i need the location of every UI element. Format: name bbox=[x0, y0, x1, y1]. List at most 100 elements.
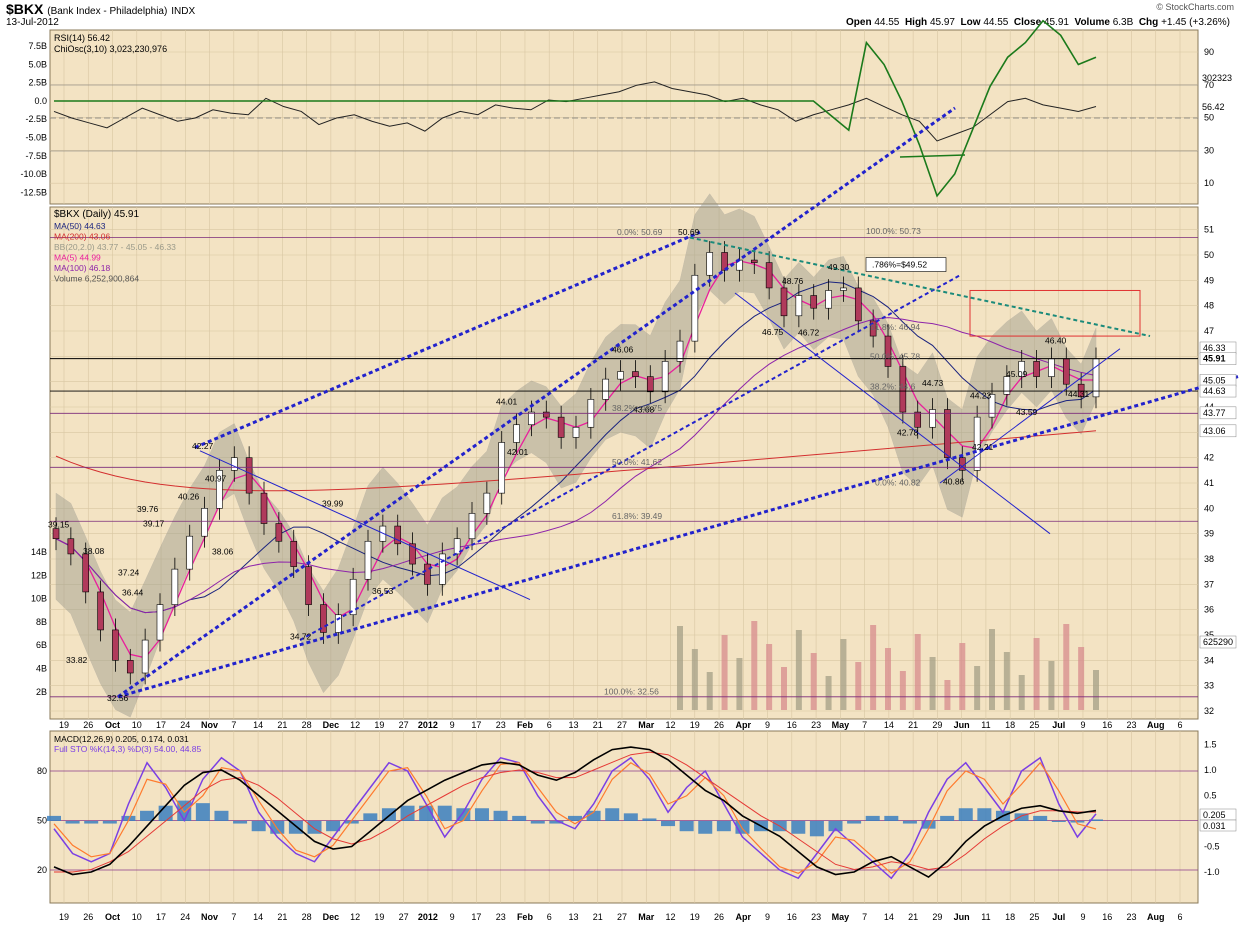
bottom-x-tick-label: 7 bbox=[862, 912, 867, 922]
macd-histogram-bar bbox=[102, 821, 117, 824]
right-value-badge bbox=[1199, 635, 1237, 649]
macd-histogram-bar bbox=[214, 810, 229, 821]
price-x-tick-label: 17 bbox=[156, 720, 166, 730]
price-annotation-label: 50.69 bbox=[678, 227, 700, 237]
bottom-x-tick-label: 19 bbox=[690, 912, 700, 922]
rsi-legend: RSI(14) 56.42 bbox=[54, 33, 110, 43]
right-value-badge bbox=[1199, 424, 1237, 438]
macd-histogram-bar bbox=[326, 821, 341, 832]
macd-histogram-bar bbox=[363, 813, 378, 821]
top-left-tick-label: 5.0B bbox=[28, 59, 47, 69]
candle-body bbox=[1033, 361, 1040, 377]
candle-body bbox=[52, 528, 60, 540]
candle-body bbox=[171, 568, 179, 605]
volume-bar bbox=[929, 657, 936, 710]
candle-body bbox=[854, 287, 862, 322]
volume-bar bbox=[914, 634, 921, 710]
bottom-x-tick-label: 24 bbox=[180, 912, 190, 922]
price-right-tick-label: 49 bbox=[1204, 275, 1214, 285]
candle-body bbox=[691, 274, 699, 342]
candle-body bbox=[230, 457, 238, 471]
price-annotation-label: 42.01 bbox=[507, 447, 529, 457]
candle-body bbox=[67, 538, 75, 555]
price-annotation-label: 34.72 bbox=[290, 632, 312, 642]
candle-body bbox=[632, 371, 639, 377]
volume-bar bbox=[1063, 624, 1070, 710]
volume-bar bbox=[706, 672, 713, 710]
price-x-tick-label: 10 bbox=[132, 720, 142, 730]
price-x-tick-label: 2012 bbox=[418, 720, 438, 730]
chiosc-support-line bbox=[899, 154, 966, 158]
fib-label: 50.0%: 45.78 bbox=[870, 352, 920, 362]
macd-histogram-bar bbox=[474, 808, 489, 821]
bottom-x-tick-label: Oct bbox=[105, 912, 120, 922]
price-x-tick-label: 24 bbox=[180, 720, 190, 730]
price-x-tick-label: 19 bbox=[374, 720, 384, 730]
price-annotation-label: 45.09 bbox=[1006, 369, 1028, 379]
price-x-tick-label: 28 bbox=[302, 720, 312, 730]
candle-body bbox=[245, 457, 253, 494]
volume-bar bbox=[1078, 647, 1085, 710]
rsi-value-label: 56.42 bbox=[1202, 102, 1225, 112]
macd-histogram-bar bbox=[586, 810, 601, 821]
macd-histogram-bar bbox=[344, 821, 359, 824]
bottom-x-tick-label: Apr bbox=[736, 912, 752, 922]
price-x-tick-label: 23 bbox=[1126, 720, 1136, 730]
macd-histogram-bar bbox=[84, 821, 99, 824]
candle-body bbox=[334, 614, 342, 633]
bottom-x-tick-label: 16 bbox=[1102, 912, 1112, 922]
bottom-x-tick-label: 7 bbox=[231, 912, 236, 922]
price-annotation-label: 43.59 bbox=[1016, 407, 1038, 417]
price-x-tick-label: 17 bbox=[471, 720, 481, 730]
candle-body bbox=[141, 639, 149, 674]
candle-body bbox=[706, 252, 714, 276]
chiosc-line bbox=[54, 19, 1097, 198]
close-value: 45.91 bbox=[1043, 17, 1069, 28]
price-x-tick-label: 26 bbox=[83, 720, 93, 730]
price-annotation-label: 33.82 bbox=[66, 655, 88, 665]
candle-body bbox=[112, 629, 119, 661]
macd-histogram-bar bbox=[921, 821, 936, 829]
macd-histogram-bar bbox=[177, 800, 192, 821]
bottom-x-tick-label: 17 bbox=[471, 912, 481, 922]
chart-exchange: INDX bbox=[171, 6, 196, 17]
price-right-tick-label: 41 bbox=[1204, 478, 1214, 488]
price-title: $BKX (Daily) 45.91 bbox=[54, 209, 139, 220]
candle-body bbox=[1077, 383, 1085, 398]
candle-body bbox=[156, 604, 164, 641]
candle-body bbox=[468, 513, 476, 540]
volume-bar bbox=[989, 629, 995, 710]
price-right-tick-label: 50 bbox=[1204, 250, 1214, 260]
volume-bar bbox=[959, 643, 966, 710]
candle-body bbox=[780, 287, 788, 317]
candle-body bbox=[825, 290, 832, 309]
price-x-tick-label: 19 bbox=[690, 720, 700, 730]
credit-text: © StockCharts.com bbox=[1156, 2, 1234, 12]
macd-histogram-bar bbox=[661, 821, 676, 827]
top-left-tick-label: -5.0B bbox=[25, 133, 47, 143]
chart-date: 13-Jul-2012 bbox=[6, 17, 59, 28]
bottom-x-tick-label: 29 bbox=[932, 912, 942, 922]
bottom-x-tick-label: Aug bbox=[1147, 912, 1165, 922]
bottom-x-tick-label: Mar bbox=[638, 912, 655, 922]
volume-bar bbox=[899, 671, 906, 710]
bottom-right-tick-label: 1.5 bbox=[1204, 740, 1217, 750]
bottom-x-tick-label: 13 bbox=[568, 912, 578, 922]
price-right-tick-label: 40 bbox=[1204, 503, 1214, 513]
top-right-tick-label: 30 bbox=[1204, 145, 1214, 155]
volume-bar bbox=[736, 658, 743, 710]
price-x-tick-label: 23 bbox=[811, 720, 821, 730]
price-annotation-label: 42.27 bbox=[192, 441, 214, 451]
candle-body bbox=[394, 525, 402, 545]
macd-histogram-bar bbox=[1070, 821, 1085, 823]
price-x-tick-label: 9 bbox=[1080, 720, 1085, 730]
macd-histogram-bar bbox=[251, 821, 266, 832]
price-annotation-label: 40.86 bbox=[943, 476, 965, 486]
sto-legend: Full STO %K(14,3) %D(3) 54.00, 44.85 bbox=[54, 744, 202, 754]
macd-histogram-bar bbox=[884, 815, 899, 821]
bottom-x-tick-label: 21 bbox=[908, 912, 918, 922]
candle-body bbox=[290, 540, 298, 567]
bottom-x-tick-label: Jul bbox=[1052, 912, 1065, 922]
price-x-tick-label: 27 bbox=[399, 720, 409, 730]
bottom-x-tick-label: 11 bbox=[981, 912, 990, 922]
